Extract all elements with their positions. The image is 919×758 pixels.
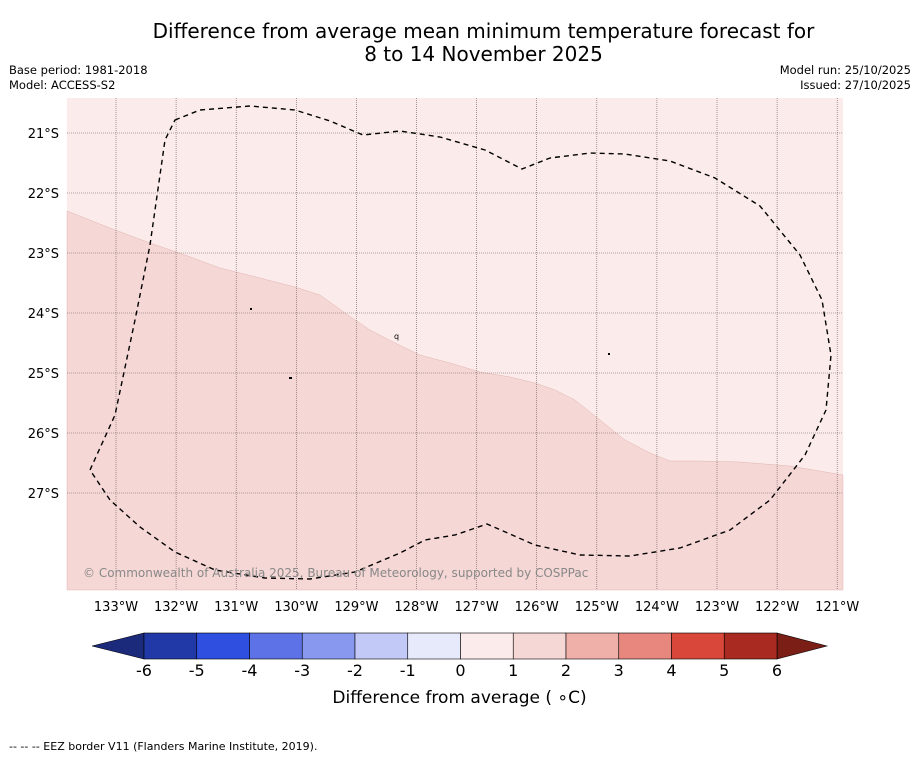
longitude-label: 124°W: [635, 600, 679, 615]
map-area: q © Commonwealth of Australia 2025, Bure…: [66, 98, 844, 591]
longitude-labels: 133°W 132°W 131°W 130°W 129°W 128°W 127°W 126°W…: [94, 600, 860, 615]
latitude-label: 23°S: [28, 247, 59, 262]
colorbar-bin: [143, 632, 198, 660]
chart-title-line2: 8 to 14 November 2025: [364, 42, 603, 66]
island-label: q: [394, 332, 399, 341]
eez-border: [89, 105, 832, 580]
copyright-notice: © Commonwealth of Australia 2025, Bureau…: [83, 566, 588, 580]
colorbar-over-arrow: [776, 632, 829, 660]
colorbar-tick-label: 1: [508, 661, 518, 680]
longitude-label: 126°W: [515, 600, 559, 615]
chart-title-line1: Difference from average mean minimum tem…: [152, 19, 815, 43]
longitude-label: 131°W: [214, 600, 258, 615]
model-run-date: Model run: 25/10/2025: [779, 63, 911, 77]
colorbar-tick-label: 0: [455, 661, 465, 680]
island-mark: [289, 377, 292, 379]
issued-date: Issued: 27/10/2025: [800, 78, 911, 92]
latitude-label: 27°S: [28, 487, 59, 502]
latitude-label: 22°S: [28, 187, 59, 202]
colorbar-bin: [407, 632, 461, 660]
longitude-label: 121°W: [815, 600, 859, 615]
colorbar-bin: [565, 632, 620, 660]
longitude-label: 129°W: [334, 600, 378, 615]
latitude-label: 26°S: [28, 427, 59, 442]
colorbar-under-arrow: [91, 632, 145, 660]
colorbar-tick-label: 4: [666, 661, 676, 680]
colorbar-bin: [671, 632, 725, 660]
longitude-label: 132°W: [154, 600, 198, 615]
base-period: Base period: 1981-2018: [9, 63, 148, 77]
islands: q: [250, 308, 610, 379]
colorbar-bin: [301, 632, 356, 660]
latitude-label: 21°S: [28, 127, 59, 142]
colorbar-tick-label: -4: [242, 661, 258, 680]
colorbar-tick-label: -1: [400, 661, 416, 680]
latitude-label: 25°S: [28, 367, 59, 382]
island-mark: [608, 353, 610, 355]
colorbar-bin: [460, 632, 514, 660]
latitude-label: 24°S: [28, 307, 59, 322]
longitude-label: 122°W: [755, 600, 799, 615]
colorbar-tick-label: -6: [136, 661, 152, 680]
colorbar: -6 -5 -4 -3 -2 -1 0 1 2 3 4 5 6: [91, 632, 829, 680]
colorbar-bin: [196, 632, 250, 660]
colorbar-bin: [723, 632, 778, 660]
colorbar-bin: [618, 632, 672, 660]
colorbar-bin: [354, 632, 409, 660]
colorbar-bin: [249, 632, 303, 660]
longitude-label: 125°W: [575, 600, 619, 615]
eez-footnote: -- -- -- EEZ border V11 (Flanders Marine…: [9, 740, 318, 753]
region-band-1-2: [66, 210, 844, 591]
colorbar-bins: [143, 632, 778, 660]
colorbar-tick-labels: -6 -5 -4 -3 -2 -1 0 1 2 3 4 5 6: [136, 661, 782, 680]
longitude-label: 130°W: [274, 600, 318, 615]
latitude-labels: 21°S 22°S 23°S 24°S 25°S 26°S 27°S: [28, 127, 59, 502]
colorbar-label: Difference from average ( ∘C): [332, 688, 587, 708]
longitude-label: 128°W: [394, 600, 438, 615]
model-name: Model: ACCESS-S2: [9, 78, 116, 92]
colorbar-tick-label: 6: [772, 661, 782, 680]
colorbar-tick-label: -5: [189, 661, 205, 680]
longitude-label: 127°W: [455, 600, 499, 615]
colorbar-tick-label: 3: [614, 661, 624, 680]
colorbar-tick-label: -2: [347, 661, 363, 680]
colorbar-tick-label: 5: [719, 661, 729, 680]
colorbar-tick-label: 2: [561, 661, 571, 680]
longitude-label: 133°W: [94, 600, 138, 615]
longitude-label: 123°W: [695, 600, 739, 615]
island-mark: [250, 308, 252, 310]
colorbar-tick-label: -3: [294, 661, 310, 680]
colorbar-bin: [512, 632, 567, 660]
